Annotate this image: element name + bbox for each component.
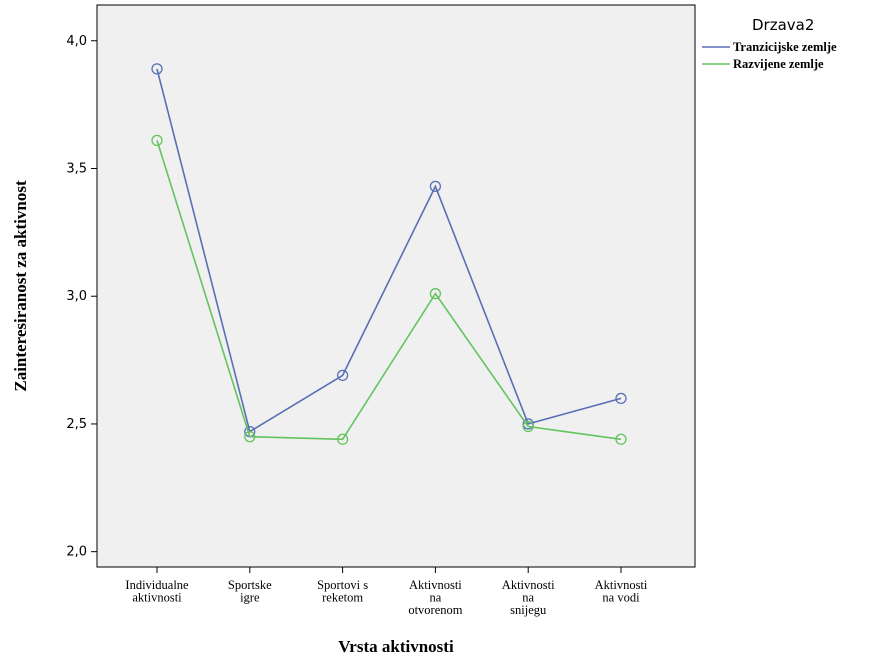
- x-axis: Individualne aktivnosti Sportske igre Sporto…: [125, 567, 648, 617]
- x-tick-label: Aktivnosti na vodi: [595, 578, 648, 605]
- series-line: [156, 68, 622, 433]
- legend: Drzava2 Tranzicijske zemlje Razvijene zem…: [702, 16, 837, 71]
- y-tick-label: 2,5: [66, 417, 87, 432]
- y-tick-label: 4,0: [66, 34, 87, 49]
- x-tick-label: Aktivnosti na otvorenom: [408, 578, 462, 617]
- data-point: [336, 369, 349, 382]
- legend-title: Drzava2: [752, 16, 814, 34]
- data-point: [244, 431, 256, 443]
- y-axis-title: Zainteresiranost za aktivnost: [11, 180, 30, 392]
- series-layer: [151, 63, 627, 445]
- data-point: [615, 433, 627, 445]
- data-point: [151, 63, 163, 75]
- data-point: [429, 288, 442, 300]
- data-point: [429, 180, 442, 193]
- plot-area: [96, 4, 696, 568]
- x-axis-title: Vrsta aktivnosti: [338, 637, 454, 656]
- data-point: [151, 134, 163, 147]
- x-tick-label: Sportske igre: [228, 578, 272, 605]
- data-point: [615, 392, 627, 405]
- y-tick-label: 3,5: [66, 161, 87, 176]
- y-axis: 2,0 2,5 3,0 3,5 4,0: [66, 34, 97, 560]
- x-tick-label: Sportovi s reketom: [317, 578, 368, 605]
- x-tick-label: Individualne aktivnosti: [125, 578, 189, 605]
- data-point: [336, 433, 349, 445]
- data-point: [522, 420, 534, 433]
- x-tick-label: Aktivnosti na snijegu: [502, 578, 555, 617]
- series-line: [156, 140, 622, 441]
- legend-label: Tranzicijske zemlje: [733, 40, 837, 54]
- y-tick-label: 2,0: [66, 545, 87, 560]
- y-tick-label: 3,0: [66, 289, 87, 304]
- legend-label: Razvijene zemlje: [733, 57, 824, 71]
